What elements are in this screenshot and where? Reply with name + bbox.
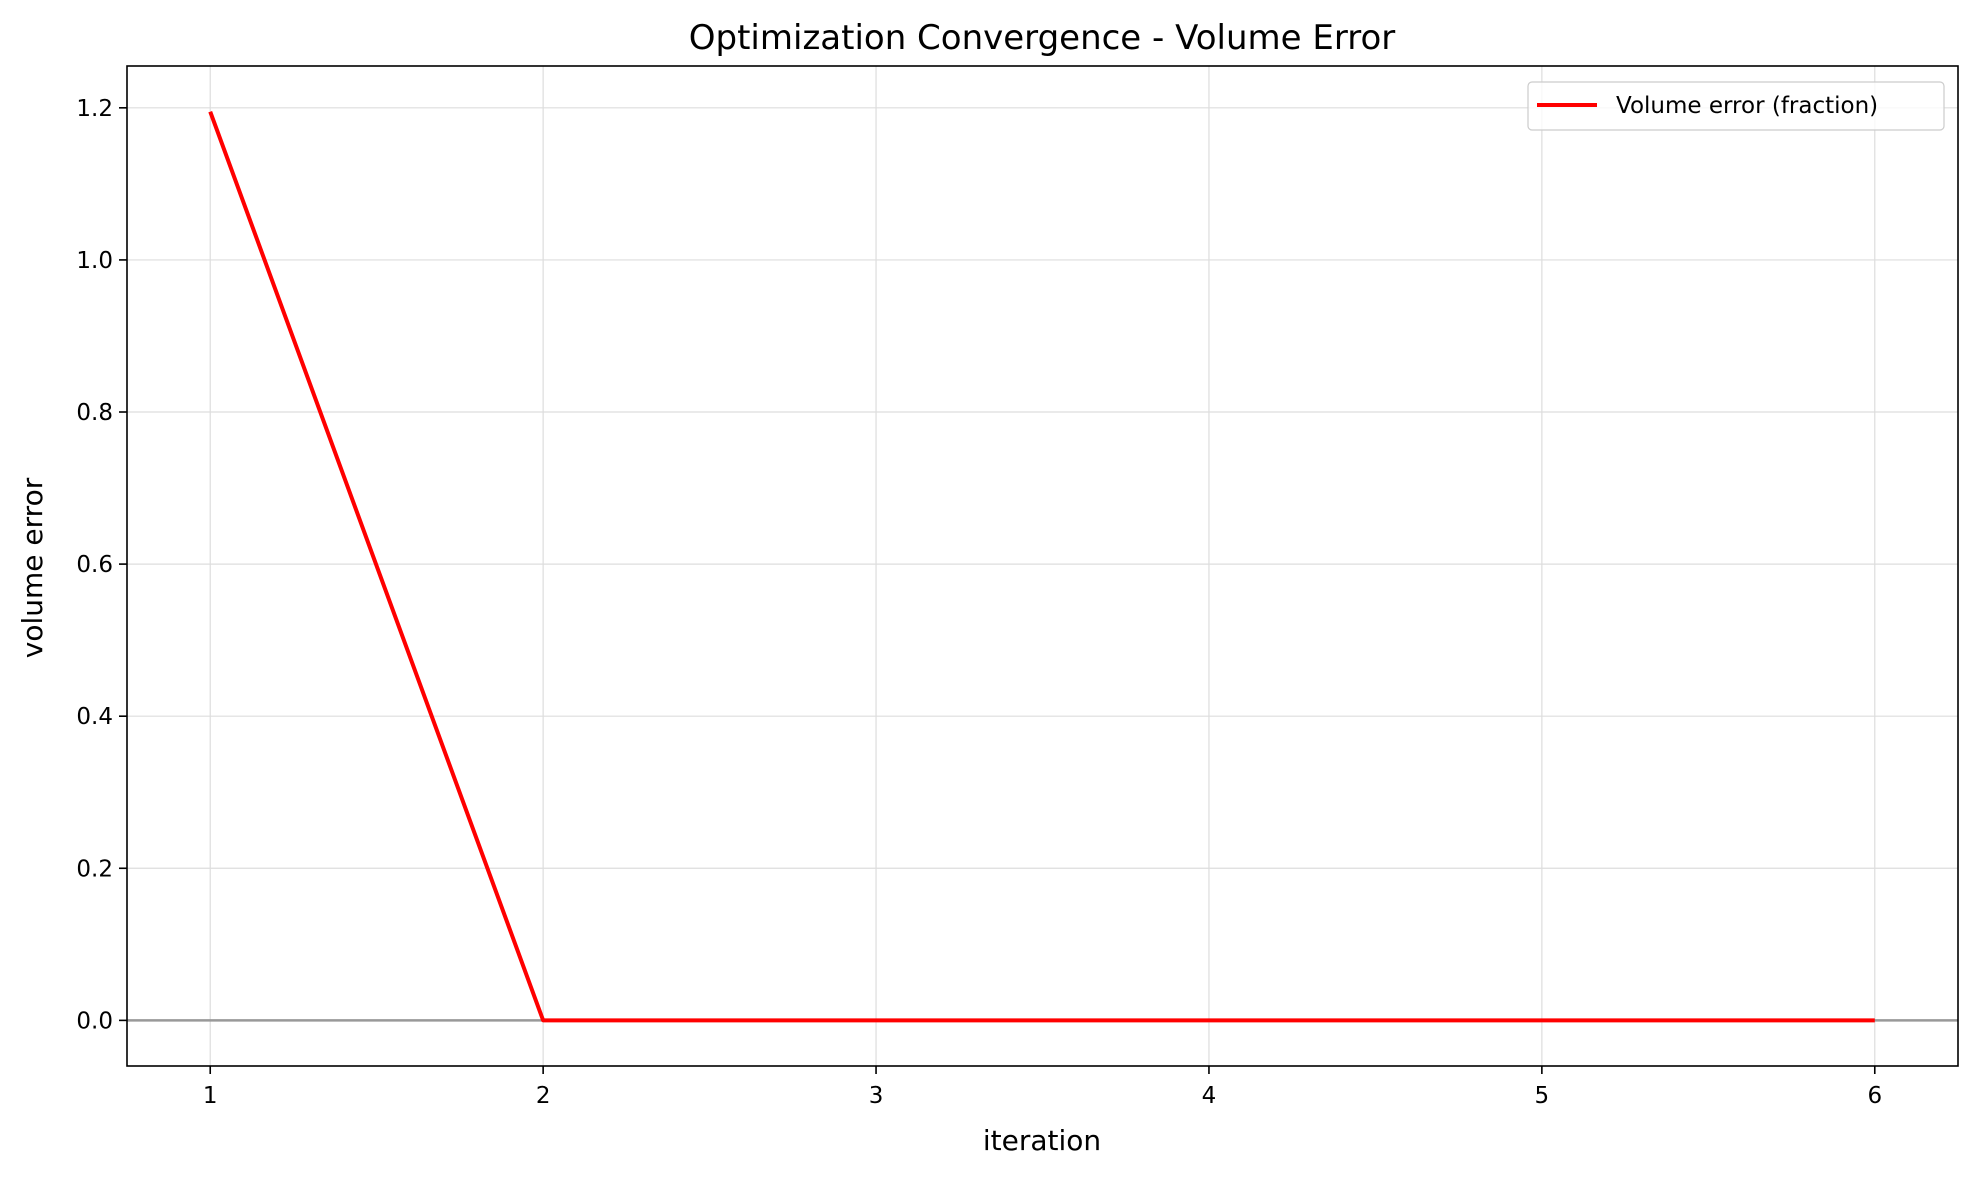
legend-label-volume-error: Volume error (fraction) (1616, 93, 1878, 119)
y-tick-label-2: 0.4 (76, 704, 113, 730)
x-axis-label: iteration (983, 1124, 1101, 1157)
y-tick-label-3: 0.6 (76, 552, 113, 578)
y-tick-label-1: 0.2 (76, 856, 113, 882)
x-tick-label-0: 1 (203, 1083, 218, 1109)
x-tick-label-1: 2 (536, 1083, 551, 1109)
legend: Volume error (fraction) (1527, 81, 1945, 131)
y-axis: 0.0 0.2 0.4 0.6 0.8 1.0 1.2 (76, 96, 127, 1034)
x-tick-label-2: 3 (869, 1083, 884, 1109)
y-tick-label-4: 0.8 (76, 400, 113, 426)
plot-frame (126, 65, 1959, 1067)
y-axis-label: volume error (16, 477, 49, 658)
x-tick-label-4: 5 (1535, 1083, 1550, 1109)
x-tick-label-5: 6 (1867, 1083, 1882, 1109)
y-tick-label-0: 0.0 (76, 1008, 113, 1034)
series-line-0 (208, 110, 1875, 1023)
x-tick-label-3: 4 (1202, 1083, 1217, 1109)
y-tick-label-6: 1.2 (76, 96, 113, 122)
legend-box (1527, 81, 1945, 131)
chart-title: Optimization Convergence - Volume Error (689, 18, 1396, 58)
series-layer (208, 110, 1875, 1023)
y-tick-label-5: 1.0 (76, 248, 113, 274)
x-axis: 1 2 3 4 5 6 (203, 1066, 1882, 1109)
